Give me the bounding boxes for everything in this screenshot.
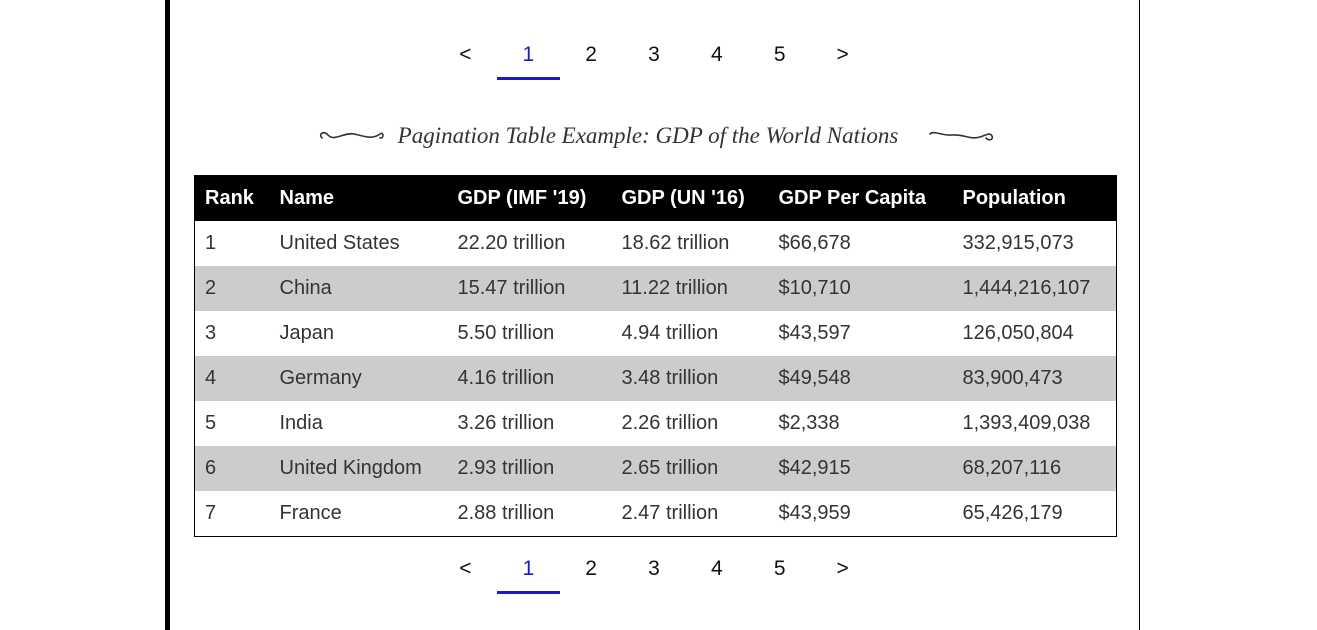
header-rank: Rank [194, 175, 270, 221]
cell-name: Japan [269, 311, 448, 356]
cell-gdp-un: 11.22 trillion [611, 266, 769, 311]
cell-gdp-imf: 15.47 trillion [447, 266, 612, 311]
cell-gdp-per-capita: $43,959 [768, 491, 953, 537]
cell-gdp-un: 18.62 trillion [611, 221, 769, 266]
caption-text: Pagination Table Example: GDP of the Wor… [397, 123, 899, 148]
cell-gdp-per-capita: $42,915 [768, 446, 953, 491]
page-1-link[interactable]: 1 [496, 546, 560, 594]
page-4-link[interactable]: 4 [711, 556, 723, 580]
page-2-link[interactable]: 2 [585, 556, 597, 580]
flourish-left-icon [319, 131, 384, 139]
table-row: 3 Japan 5.50 trillion 4.94 trillion $43,… [194, 311, 1117, 356]
cell-population: 1,393,409,038 [952, 401, 1117, 446]
cell-population: 1,444,216,107 [952, 266, 1117, 311]
page-4-link[interactable]: 4 [711, 42, 723, 66]
cell-name: China [269, 266, 448, 311]
page-2-link[interactable]: 2 [585, 42, 597, 66]
flourish-right-icon [929, 131, 994, 141]
page-5-link[interactable]: 5 [773, 556, 786, 580]
table-row: 7 France 2.88 trillion 2.47 trillion $43… [194, 491, 1117, 537]
table-caption: Pagination Table Example: GDP of the Wor… [194, 116, 1116, 156]
next-page-button[interactable]: > [836, 556, 849, 580]
table-row: 6 United Kingdom 2.93 trillion 2.65 tril… [194, 446, 1117, 491]
cell-rank: 1 [194, 221, 270, 266]
page-5-link[interactable]: 5 [773, 42, 786, 66]
table-row: 4 Germany 4.16 trillion 3.48 trillion $4… [194, 356, 1117, 401]
cell-rank: 4 [194, 356, 270, 401]
pagination-top: < 1 2 3 4 5 > [434, 32, 874, 84]
header-name: Name [269, 175, 448, 221]
header-gdp-un: GDP (UN '16) [611, 175, 769, 221]
cell-name: India [269, 401, 448, 446]
cell-gdp-un: 2.26 trillion [611, 401, 769, 446]
table-header-row: Rank Name GDP (IMF '19) GDP (UN '16) GDP… [194, 175, 1117, 221]
cell-population: 126,050,804 [952, 311, 1117, 356]
cell-rank: 5 [194, 401, 270, 446]
cell-gdp-un: 3.48 trillion [611, 356, 769, 401]
next-page-button[interactable]: > [836, 42, 849, 66]
page-3-link[interactable]: 3 [648, 42, 660, 66]
cell-population: 68,207,116 [952, 446, 1117, 491]
header-gdp-per-capita: GDP Per Capita [768, 175, 953, 221]
left-border-rule [165, 0, 170, 630]
cell-population: 332,915,073 [952, 221, 1117, 266]
pagination-bottom: < 1 2 3 4 5 > [434, 546, 874, 598]
table-row: 2 China 15.47 trillion 11.22 trillion $1… [194, 266, 1117, 311]
table-row: 5 India 3.26 trillion 2.26 trillion $2,3… [194, 401, 1117, 446]
cell-gdp-imf: 22.20 trillion [447, 221, 612, 266]
header-population: Population [952, 175, 1117, 221]
cell-gdp-per-capita: $49,548 [768, 356, 953, 401]
cell-name: United Kingdom [269, 446, 448, 491]
gdp-table: Rank Name GDP (IMF '19) GDP (UN '16) GDP… [194, 175, 1117, 537]
table-row: 1 United States 22.20 trillion 18.62 tri… [194, 221, 1117, 266]
cell-gdp-per-capita: $10,710 [768, 266, 953, 311]
cell-gdp-per-capita: $2,338 [768, 401, 953, 446]
cell-gdp-imf: 3.26 trillion [447, 401, 612, 446]
cell-gdp-un: 2.65 trillion [611, 446, 769, 491]
cell-gdp-un: 4.94 trillion [611, 311, 769, 356]
cell-rank: 6 [194, 446, 270, 491]
cell-population: 83,900,473 [952, 356, 1117, 401]
cell-gdp-imf: 2.88 trillion [447, 491, 612, 537]
page-3-link[interactable]: 3 [648, 556, 660, 580]
cell-name: Germany [269, 356, 448, 401]
cell-gdp-imf: 2.93 trillion [447, 446, 612, 491]
cell-population: 65,426,179 [952, 491, 1117, 537]
cell-gdp-per-capita: $66,678 [768, 221, 953, 266]
header-gdp-imf: GDP (IMF '19) [447, 175, 612, 221]
cell-gdp-per-capita: $43,597 [768, 311, 953, 356]
prev-page-button[interactable]: < [459, 42, 472, 66]
cell-name: France [269, 491, 448, 537]
cell-gdp-imf: 4.16 trillion [447, 356, 612, 401]
cell-rank: 2 [194, 266, 270, 311]
cell-rank: 7 [194, 491, 270, 537]
right-border-rule [1139, 0, 1140, 630]
cell-rank: 3 [194, 311, 270, 356]
prev-page-button[interactable]: < [459, 556, 472, 580]
cell-gdp-un: 2.47 trillion [611, 491, 769, 537]
cell-name: United States [269, 221, 448, 266]
page-1-link[interactable]: 1 [496, 32, 560, 80]
cell-gdp-imf: 5.50 trillion [447, 311, 612, 356]
